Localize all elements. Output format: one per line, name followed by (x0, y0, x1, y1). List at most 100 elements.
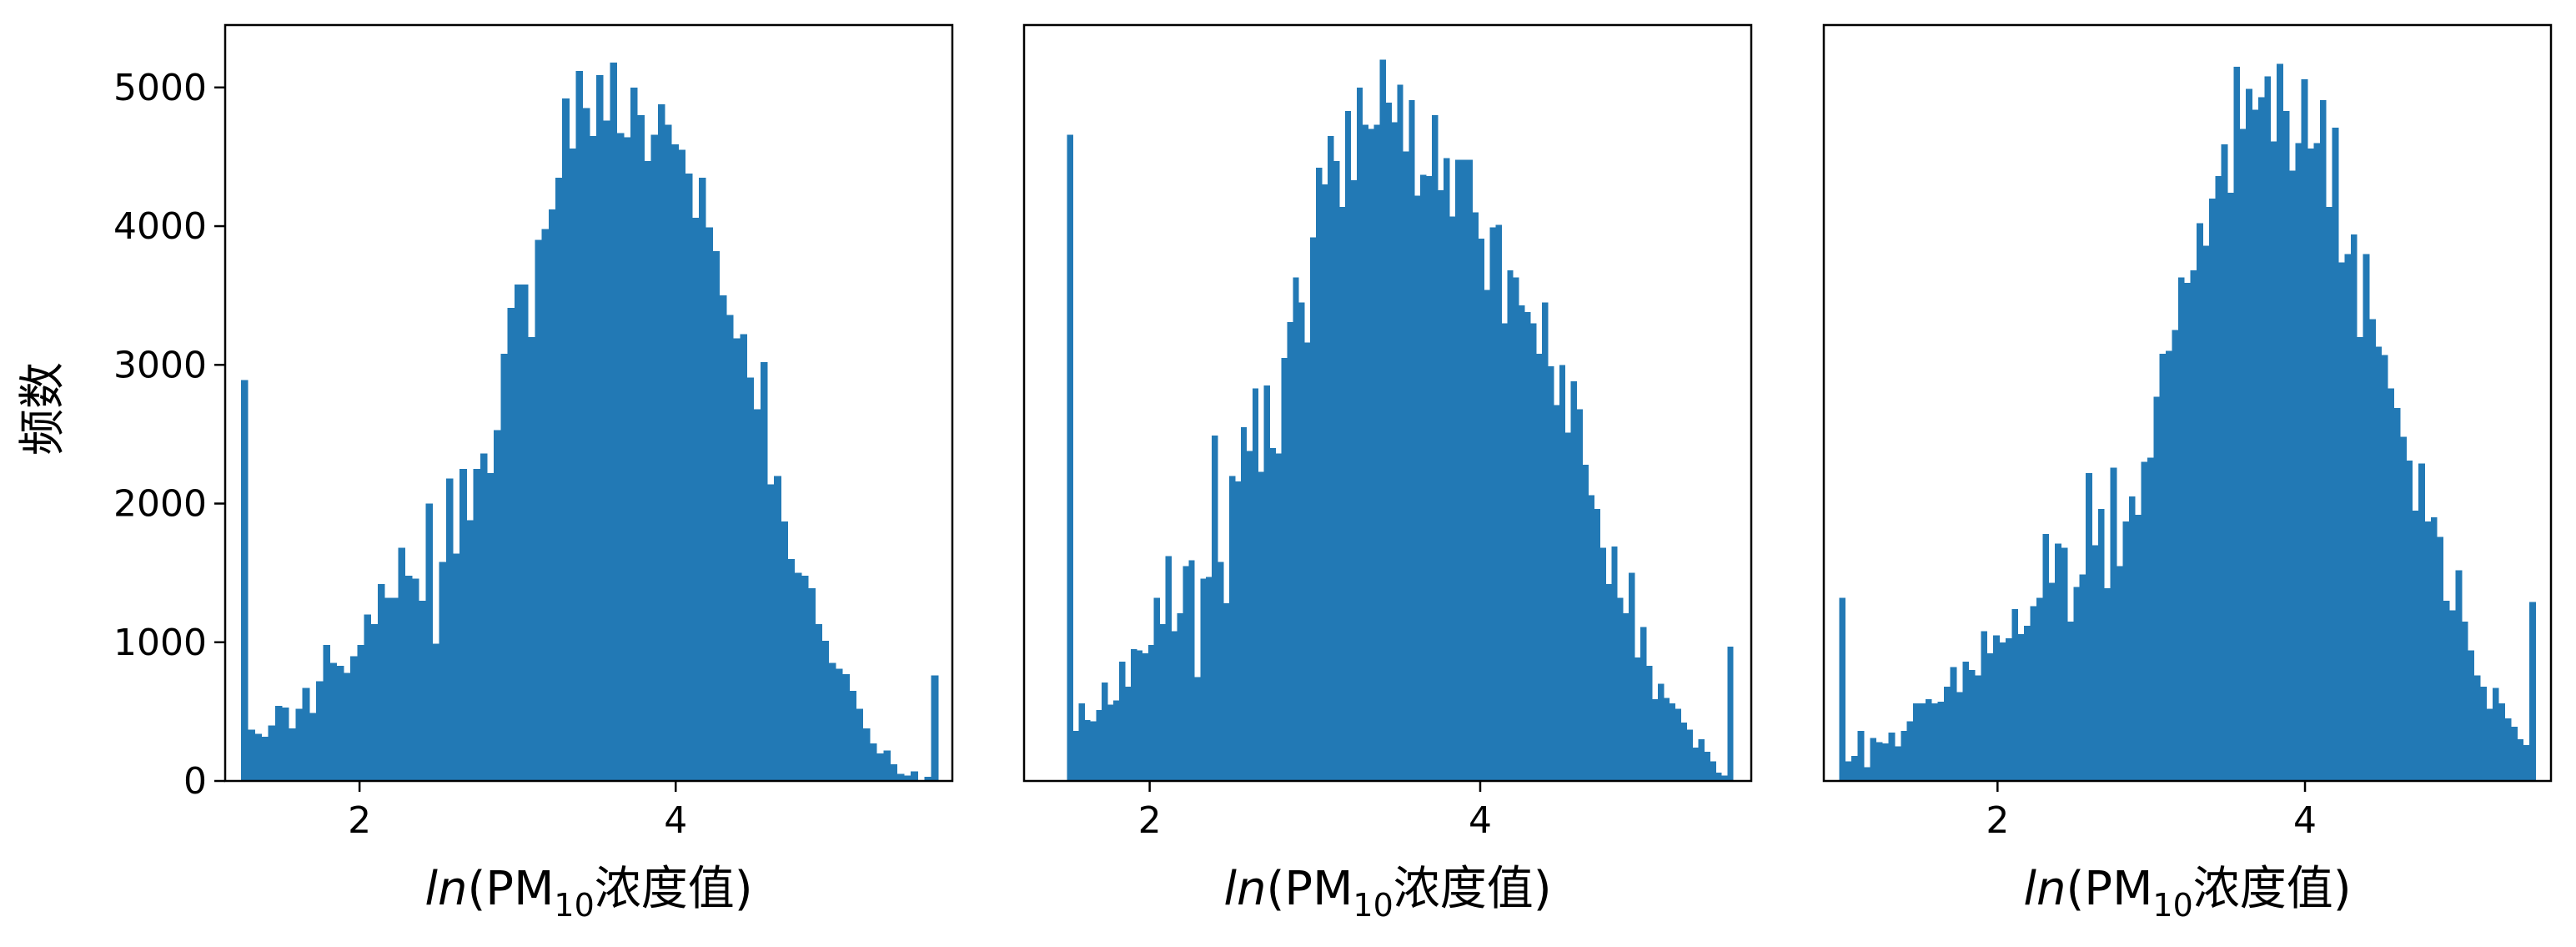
histogram-bar (1368, 128, 1375, 781)
histogram-bar (2005, 637, 2012, 781)
histogram-bar (336, 666, 344, 781)
histogram-bar (1218, 562, 1224, 781)
histogram-bar (2437, 536, 2444, 781)
histogram-bar (2227, 193, 2234, 781)
histogram-bar (1553, 405, 1560, 781)
histogram-bar (1675, 708, 1682, 781)
histogram-bar (1640, 627, 1647, 781)
histogram-bar (1559, 365, 1566, 781)
histogram-bar (2443, 600, 2450, 781)
histogram-bar (1663, 698, 1670, 781)
histogram-bar (1937, 702, 1945, 781)
y-tick-label: 1000 (113, 622, 207, 664)
histogram-bar (1287, 321, 1293, 781)
histogram-bar (1611, 547, 1618, 781)
histogram-bar (2177, 277, 2185, 781)
histogram-bar (2048, 582, 2056, 781)
x-tick-label: 4 (664, 799, 687, 842)
histogram-bar (1495, 224, 1502, 781)
histogram-bar (1072, 731, 1079, 781)
histogram-bar (2511, 727, 2518, 781)
y-tick-label: 2000 (113, 483, 207, 526)
histogram-bar (2097, 509, 2105, 781)
histogram-bar (1629, 572, 1635, 781)
histogram-bar (480, 453, 488, 781)
histogram-bar (343, 672, 351, 781)
histogram-bar (2011, 608, 2019, 781)
histogram-bar (282, 707, 289, 781)
histogram-bar (2504, 718, 2512, 781)
histogram-bar (453, 553, 460, 781)
histogram-bar (1536, 353, 1543, 781)
histogram-bar (1258, 471, 1265, 781)
y-tick-label: 5000 (113, 67, 207, 109)
histogram-bar (1507, 270, 1514, 781)
histogram-bar (1147, 645, 1155, 781)
histogram-bar (2381, 355, 2388, 781)
histogram-bar (616, 133, 625, 782)
histogram-bar (644, 160, 652, 781)
histogram-bar (1962, 662, 1970, 781)
histogram-bar (2449, 610, 2456, 781)
histogram-bar (2073, 587, 2081, 781)
histogram-bar (514, 284, 522, 781)
histogram-bar (1686, 729, 1693, 781)
histogram-bar (1165, 556, 1172, 781)
histogram-bar (1845, 761, 1852, 781)
histogram-bar (1269, 448, 1276, 781)
histogram-bar (849, 690, 856, 781)
histogram-bar (2135, 514, 2142, 781)
histogram-bar (1634, 657, 1641, 781)
histogram-bar (2523, 744, 2530, 781)
histogram-bar (1096, 710, 1102, 781)
histogram-bar (2301, 78, 2308, 781)
histogram-bar (637, 115, 645, 781)
histogram-bar (2480, 686, 2487, 781)
histogram-bar (1449, 216, 1456, 781)
histogram-panel-1: 2 4 0 1000 2000 3000 4000 5000 ln(PM10浓度值) (113, 23, 954, 924)
histogram-bar (836, 668, 843, 781)
histogram-bar (240, 380, 249, 781)
histogram-bar (1484, 290, 1490, 781)
histogram-bar (1391, 122, 1398, 781)
histogram-bar (726, 315, 734, 781)
histogram-bar (787, 559, 796, 781)
histogram-bar (520, 284, 529, 781)
histogram-bar (2233, 66, 2241, 782)
histogram-bar (650, 134, 659, 781)
histogram-bar (869, 743, 877, 781)
y-tick-label: 3000 (113, 344, 207, 386)
histogram-bar (1599, 547, 1606, 781)
histogram-bar (555, 177, 563, 782)
histogram-bar (1142, 653, 1149, 781)
histogram-bar (2221, 144, 2228, 782)
histogram-bar (1426, 176, 1433, 781)
histogram-bar (1894, 746, 1901, 781)
histogram-bar (2208, 198, 2216, 782)
histogram-bar (842, 674, 850, 781)
x-axis-title: ln(PM10浓度值) (1223, 862, 1551, 924)
histogram-bar (2166, 350, 2172, 781)
histogram-bar (2430, 517, 2438, 781)
histogram-bar (1316, 168, 1323, 782)
histogram-bar (1177, 612, 1183, 781)
histogram-bar (2024, 625, 2031, 781)
histogram-bar (1460, 159, 1468, 781)
histogram-bar (2388, 388, 2394, 781)
histogram-bar (2239, 128, 2247, 781)
histogram-bar (2190, 270, 2197, 781)
histogram-bar (364, 614, 372, 781)
histogram-bar (2375, 346, 2383, 781)
histogram-bar (1646, 666, 1653, 781)
histogram-bar (1130, 649, 1137, 781)
histogram-bar (2184, 283, 2192, 781)
histogram-bar (1968, 670, 1976, 781)
histogram-bar (1489, 227, 1496, 782)
histogram-bar (1206, 577, 1213, 781)
histogram-bar (2288, 170, 2296, 782)
histogram-bar (391, 597, 399, 781)
histogram-bar (1397, 84, 1403, 782)
histogram-bar (1975, 675, 1981, 781)
histogram-bar (1328, 135, 1334, 782)
histogram-bar (1356, 87, 1363, 781)
